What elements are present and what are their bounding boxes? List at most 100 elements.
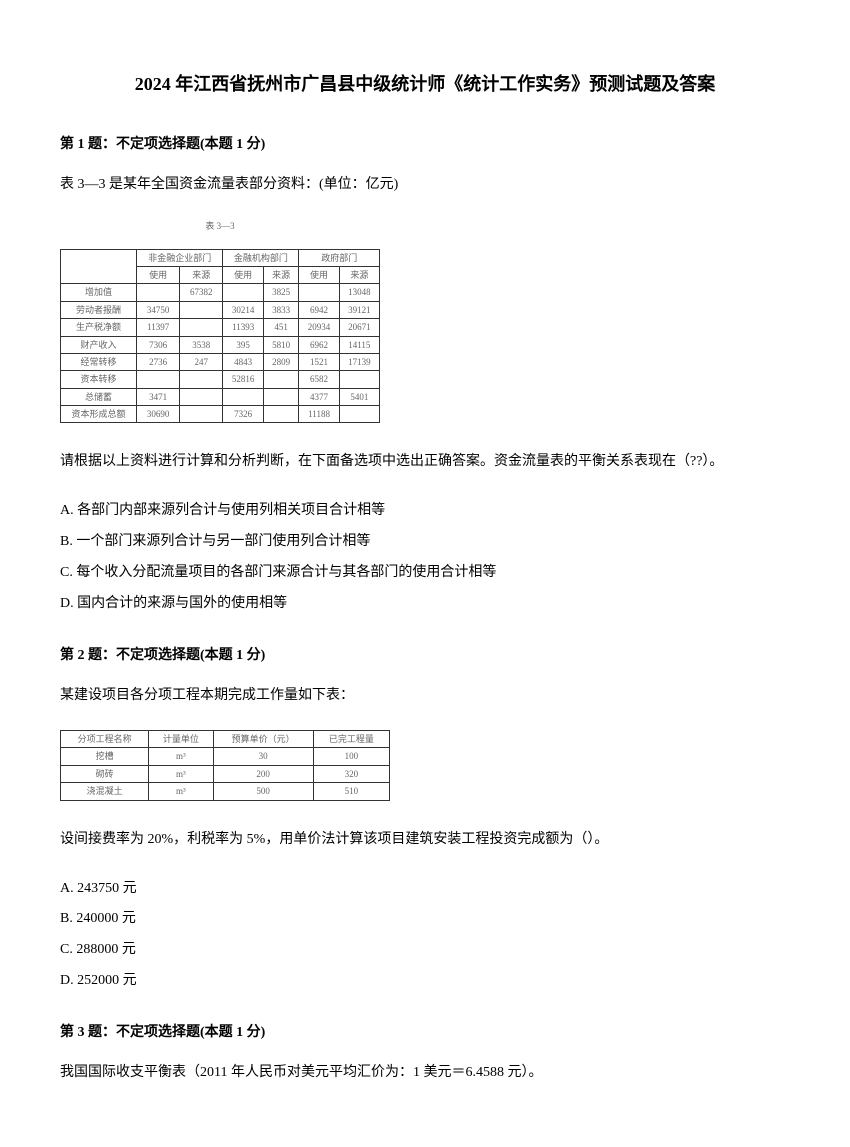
- table-row: 增加值 67382 3825 13048: [61, 284, 380, 301]
- table-cell: 3833: [263, 301, 298, 318]
- q1-option-c: C. 每个收入分配流量项目的各部门来源合计与其各部门的使用合计相等: [60, 558, 790, 589]
- table-cell: 11188: [299, 406, 339, 423]
- table-cell: m³: [149, 748, 213, 765]
- table-cell: 510: [313, 783, 389, 800]
- table-cell: 计量单位: [149, 731, 213, 748]
- table-cell: [180, 371, 223, 388]
- table-cell: 7326: [223, 406, 264, 423]
- table-cell: 资本形成总额: [61, 406, 137, 423]
- q2-option-b: B. 240000 元: [60, 904, 790, 935]
- table-cell: 总储蓄: [61, 388, 137, 405]
- q2-intro: 某建设项目各分项工程本期完成工作量如下表：: [60, 682, 790, 710]
- table-cell: 来源: [180, 266, 223, 283]
- table-cell: 分项工程名称: [61, 731, 149, 748]
- q3-intro: 我国国际收支平衡表（2011 年人民币对美元平均汇价为：1 美元＝6.4588 …: [60, 1059, 790, 1087]
- table-cell: 政府部门: [299, 249, 380, 266]
- table-cell: 使用: [137, 266, 180, 283]
- q1-option-d: D. 国内合计的来源与国外的使用相等: [60, 589, 790, 620]
- table-cell: 增加值: [61, 284, 137, 301]
- table-cell: [263, 406, 298, 423]
- q2-option-d: D. 252000 元: [60, 966, 790, 997]
- table-cell: 非金融企业部门: [137, 249, 223, 266]
- table-row: 挖槽 m³ 30 100: [61, 748, 390, 765]
- table-cell: 5401: [339, 388, 379, 405]
- table-cell: 2736: [137, 353, 180, 370]
- table-cell: 200: [213, 765, 313, 782]
- table-cell: 100: [313, 748, 389, 765]
- table-cell: [180, 406, 223, 423]
- q3-header: 第 3 题：不定项选择题(本题 1 分): [60, 1022, 790, 1044]
- table-cell: 来源: [339, 266, 379, 283]
- table-cell: 451: [263, 319, 298, 336]
- table-cell: 6962: [299, 336, 339, 353]
- table-cell: 30: [213, 748, 313, 765]
- table-cell: 砌砖: [61, 765, 149, 782]
- table-cell: [263, 388, 298, 405]
- q1-header: 第 1 题：不定项选择题(本题 1 分): [60, 134, 790, 156]
- table-cell: [263, 371, 298, 388]
- table-cell: m³: [149, 765, 213, 782]
- table-cell: [180, 388, 223, 405]
- table-cell: 3825: [263, 284, 298, 301]
- table-cell: 39121: [339, 301, 379, 318]
- table-cell: [137, 371, 180, 388]
- table-cell: 4843: [223, 353, 264, 370]
- table-cell: 使用: [223, 266, 264, 283]
- q2-header: 第 2 题：不定项选择题(本题 1 分): [60, 645, 790, 667]
- table-cell: 11397: [137, 319, 180, 336]
- table-row: 经常转移 2736 247 4843 2809 1521 17139: [61, 353, 380, 370]
- table-cell: 已完工程量: [313, 731, 389, 748]
- q1-question: 请根据以上资料进行计算和分析判断，在下面备选项中选出正确答案。资金流量表的平衡关…: [60, 448, 790, 476]
- table-cell: 17139: [339, 353, 379, 370]
- table-cell: [180, 319, 223, 336]
- table-cell: 13048: [339, 284, 379, 301]
- table-cell: 1521: [299, 353, 339, 370]
- table-cell: [137, 284, 180, 301]
- table-cell: 14115: [339, 336, 379, 353]
- table-row: 资本形成总额 30690 7326 11188: [61, 406, 380, 423]
- table-cell: 247: [180, 353, 223, 370]
- q2-question: 设间接费率为 20%，利税率为 5%，用单价法计算该项目建筑安装工程投资完成额为…: [60, 826, 790, 854]
- table-row: 砌砖 m³ 200 320: [61, 765, 390, 782]
- q1-option-b: B. 一个部门来源列合计与另一部门使用列合计相等: [60, 527, 790, 558]
- table-cell: 5810: [263, 336, 298, 353]
- table-cell: 11393: [223, 319, 264, 336]
- table-cell: 使用: [299, 266, 339, 283]
- table-cell: 4377: [299, 388, 339, 405]
- table-cell: [223, 284, 264, 301]
- table-cell: 67382: [180, 284, 223, 301]
- table-cell: [61, 249, 137, 284]
- q1-intro: 表 3—3 是某年全国资金流量表部分资料：(单位：亿元): [60, 171, 790, 199]
- table-cell: [180, 301, 223, 318]
- table-cell: 2809: [263, 353, 298, 370]
- table-cell: 320: [313, 765, 389, 782]
- document-title: 2024 年江西省抚州市广昌县中级统计师《统计工作实务》预测试题及答案: [60, 70, 790, 99]
- table-cell: 20671: [339, 319, 379, 336]
- table-cell: 7306: [137, 336, 180, 353]
- table-cell: [223, 388, 264, 405]
- table-row: 生产税净额 11397 11393 451 20934 20671: [61, 319, 380, 336]
- table-cell: 生产税净额: [61, 319, 137, 336]
- table-cell: 30690: [137, 406, 180, 423]
- table-row: 浇混凝土 m³ 500 510: [61, 783, 390, 800]
- table-cell: [299, 284, 339, 301]
- table-cell: 6582: [299, 371, 339, 388]
- q1-option-a: A. 各部门内部来源列合计与使用列相关项目合计相等: [60, 496, 790, 527]
- table-cell: 来源: [263, 266, 298, 283]
- table-cell: 52816: [223, 371, 264, 388]
- q2-data-table: 分项工程名称 计量单位 预算单价（元） 已完工程量 挖槽 m³ 30 100 砌…: [60, 730, 390, 801]
- table-cell: 34750: [137, 301, 180, 318]
- table-cell: 20934: [299, 319, 339, 336]
- table-cell: 3538: [180, 336, 223, 353]
- table-cell: 资本转移: [61, 371, 137, 388]
- table-cell: [339, 406, 379, 423]
- table-cell: 经常转移: [61, 353, 137, 370]
- q2-option-c: C. 288000 元: [60, 935, 790, 966]
- table-cell: 6942: [299, 301, 339, 318]
- q1-data-table: 非金融企业部门 金融机构部门 政府部门 使用 来源 使用 来源 使用 来源 增加…: [60, 249, 380, 424]
- table-cell: 30214: [223, 301, 264, 318]
- table-cell: 500: [213, 783, 313, 800]
- table-row: 总储蓄 3471 4377 5401: [61, 388, 380, 405]
- table-cell: 财产收入: [61, 336, 137, 353]
- table-cell: 金融机构部门: [223, 249, 299, 266]
